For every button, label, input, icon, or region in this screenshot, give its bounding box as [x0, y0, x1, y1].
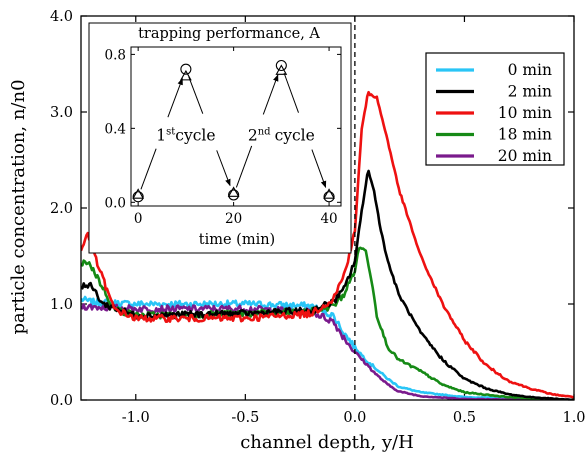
inset-x-tick-label: 40: [320, 211, 337, 227]
inset-x-tick-label: 20: [225, 211, 242, 227]
cycle-annotation: 1stcycle: [156, 127, 215, 145]
y-tick-label: 1.0: [50, 297, 73, 313]
legend-label: 18 min: [498, 126, 552, 144]
inset-circle-marker: [181, 64, 191, 74]
legend-label: 20 min: [498, 147, 552, 165]
y-axis-label: particle concentration, n/n0: [8, 79, 29, 334]
inset-circle-marker: [133, 192, 143, 202]
inset-x-axis-label: time (min): [199, 232, 275, 248]
inset-x-tick-label: 0: [134, 211, 143, 227]
inset-circle-marker: [324, 192, 334, 202]
y-tick-label: 2.0: [50, 201, 73, 217]
legend: 0 min 2 min 10 min 18 min 20 min: [426, 53, 564, 165]
legend-label: 0 min: [508, 61, 552, 79]
x-tick-label: 1.0: [562, 410, 585, 426]
series-line-18-min: [81, 248, 574, 400]
inset-y-tick-label: 0.4: [105, 121, 126, 137]
x-axis-label: channel depth, y/H: [240, 432, 414, 453]
y-tick-label: 3.0: [50, 105, 73, 121]
x-tick-label: -1.0: [122, 410, 150, 426]
inset-plot: trapping performance, A 0 20 40 0.0 0.4 0.8 1…: [89, 23, 351, 253]
inset-y-tick-label: 0.0: [105, 195, 126, 211]
inset-title: trapping performance, A: [138, 26, 320, 42]
legend-label: 10 min: [498, 104, 552, 122]
x-tick-label: 0.0: [343, 410, 366, 426]
y-tick-label: 4.0: [50, 9, 73, 25]
x-tick-label: 0.5: [453, 410, 476, 426]
inset-circle-marker: [229, 190, 239, 200]
legend-label: 2 min: [508, 83, 552, 101]
inset-y-tick-label: 0.8: [105, 47, 126, 63]
y-tick-label: 0.0: [50, 393, 73, 409]
x-tick-label: -0.5: [231, 410, 259, 426]
